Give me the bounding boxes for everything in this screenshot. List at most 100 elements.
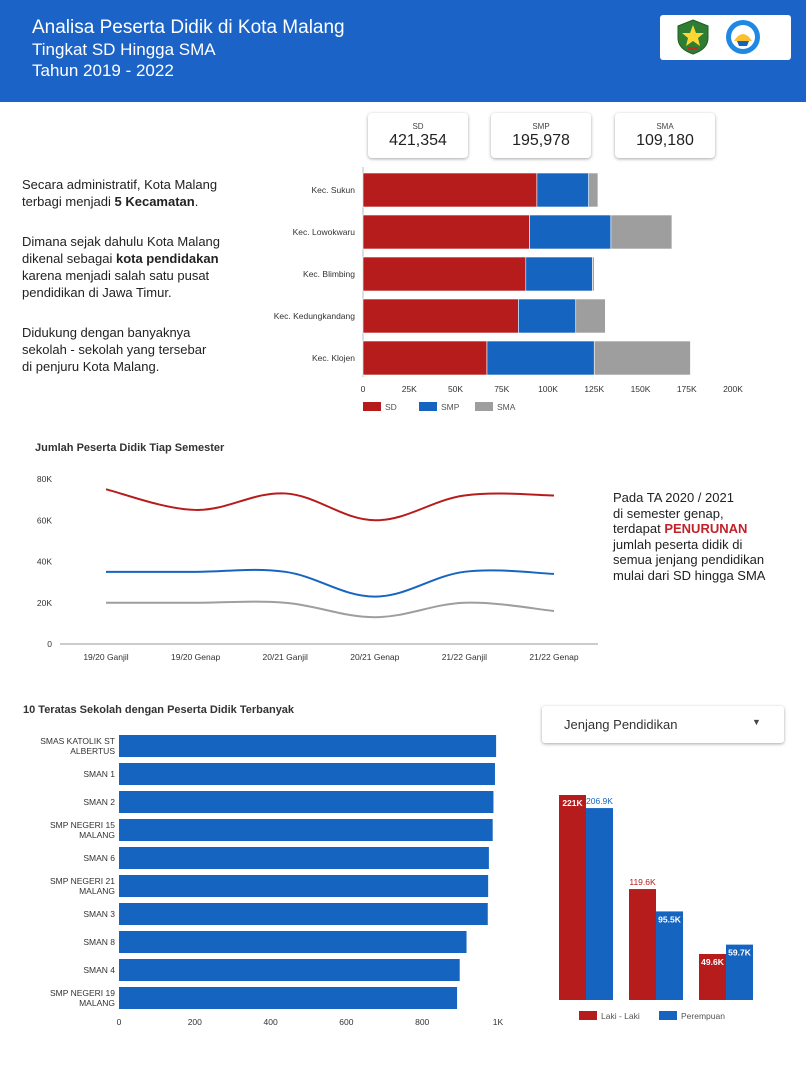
- page-title: Analisa Peserta Didik di Kota Malang: [32, 17, 345, 38]
- x-tick-label: 75K: [494, 384, 509, 394]
- school-bar: [119, 735, 497, 757]
- top-schools-title: 10 Teratas Sekolah dengan Peserta Didik …: [23, 704, 295, 716]
- x-tick-label: 0: [117, 1017, 122, 1027]
- scorecard-sd: SD 421,354: [368, 113, 468, 158]
- bar-value-label: 119.6K: [629, 877, 656, 887]
- x-tick-label: 19/20 Ganjil: [83, 652, 128, 662]
- y-tick-label: 0: [47, 639, 52, 649]
- school-bar: [119, 763, 495, 785]
- legend-swatch: [475, 402, 493, 411]
- chevron-down-icon: ▼: [752, 717, 761, 727]
- bar-segment: [486, 340, 595, 376]
- intro-paragraph-2: Dimana sejak dahulu Kota Malang dikenal …: [22, 234, 221, 300]
- scorecard-value: 109,180: [636, 132, 694, 149]
- y-tick-label: 60K: [37, 515, 52, 525]
- school-bar: [119, 875, 489, 897]
- bar-segment: [525, 256, 593, 292]
- gender-bar: [559, 795, 586, 1000]
- x-tick-label: 50K: [448, 384, 463, 394]
- top-schools-bar-chart: SMAS KATOLIK ST ALBERTUS SMAN 1 SMAN 2 SMP N…: [40, 735, 504, 1027]
- legend-label: Laki - Laki: [601, 1011, 640, 1021]
- semester-line-chart: 0 20K 40K 60K 80K 19/20 Ganjil 19/20 Genap 20/2…: [37, 474, 598, 662]
- gender-bar: [699, 953, 726, 1000]
- school-bar: [119, 931, 467, 953]
- bar-segment: [593, 340, 691, 376]
- x-tick-label: 25K: [402, 384, 417, 394]
- legend-swatch: [419, 402, 437, 411]
- scorecard-label: SMP: [532, 122, 550, 131]
- scorecard-label: SMA: [656, 122, 674, 131]
- category-label: Kec. Lowokwaru: [293, 227, 356, 237]
- bar-value-label: 95.5K: [658, 914, 682, 924]
- scorecard-smp: SMP 195,978: [491, 113, 591, 158]
- x-tick-label: 19/20 Genap: [171, 652, 220, 662]
- school-label: SMAN 3: [83, 909, 115, 919]
- category-label: Kec. Sukun: [312, 185, 356, 195]
- y-tick-label: 40K: [37, 557, 52, 567]
- legend-label: SD: [385, 402, 397, 412]
- bar-segment: [529, 214, 612, 250]
- bar-value-label: 206.9K: [586, 796, 613, 806]
- series-line: [106, 600, 555, 619]
- y-tick-label: 20K: [37, 598, 52, 608]
- jenjang-pendidikan-dropdown[interactable]: Jenjang Pendidikan ▼: [542, 706, 784, 743]
- legend-swatch: [579, 1011, 597, 1020]
- kota-malang-logo-icon: [677, 19, 709, 55]
- series-line: [106, 568, 555, 598]
- x-tick-label: 200K: [723, 384, 743, 394]
- school-label: SMP NEGERI 15 MALANG: [50, 820, 115, 840]
- x-tick-label: 150K: [631, 384, 651, 394]
- x-tick-label: 400: [264, 1017, 278, 1027]
- school-label: SMAN 6: [83, 853, 115, 863]
- category-label: Kec. Blimbing: [303, 269, 355, 279]
- x-tick-label: 20/21 Ganjil: [263, 652, 308, 662]
- page-period: Tahun 2019 - 2022: [32, 61, 174, 80]
- legend-label: SMA: [497, 402, 516, 412]
- legend-label: SMP: [441, 402, 460, 412]
- school-label: SMP NEGERI 19 MALANG: [50, 988, 115, 1008]
- gender-bar: [629, 889, 656, 1000]
- school-bar: [119, 987, 458, 1009]
- school-label: SMAN 2: [83, 797, 115, 807]
- page-subtitle: Tingkat SD Hingga SMA: [32, 40, 216, 59]
- line-chart-title: Jumlah Peserta Didik Tiap Semester: [35, 442, 225, 454]
- bar-segment: [575, 298, 606, 334]
- school-label: SMAN 1: [83, 769, 115, 779]
- bar-segment: [588, 172, 599, 208]
- logo-panel: [660, 15, 791, 60]
- x-tick-label: 1K: [493, 1017, 504, 1027]
- bar-segment: [362, 340, 488, 376]
- decline-note: Pada TA 2020 / 2021 di semester genap, t…: [613, 490, 766, 583]
- bar-segment: [362, 298, 519, 334]
- x-tick-label: 100K: [538, 384, 558, 394]
- x-tick-label: 800: [415, 1017, 429, 1027]
- school-bar: [119, 791, 494, 813]
- gender-bar: [586, 808, 613, 1000]
- bar-segment: [592, 256, 595, 292]
- category-label: Kec. Kedungkandang: [274, 311, 356, 321]
- x-tick-label: 175K: [677, 384, 697, 394]
- school-bar: [119, 903, 488, 925]
- legend-swatch: [363, 402, 381, 411]
- tut-wuri-handayani-logo-icon: [726, 20, 760, 54]
- x-tick-label: 20/21 Genap: [350, 652, 399, 662]
- bar-segment: [536, 172, 589, 208]
- x-tick-label: 200: [188, 1017, 202, 1027]
- school-label: SMAN 8: [83, 937, 115, 947]
- x-tick-label: 21/22 Ganjil: [442, 652, 487, 662]
- bar-segment: [610, 214, 673, 250]
- x-tick-label: 0: [361, 384, 366, 394]
- scorecard-sma: SMA 109,180: [615, 113, 715, 158]
- category-label: Kec. Klojen: [312, 353, 355, 363]
- bar-value-label: 221K: [562, 798, 583, 808]
- y-tick-label: 80K: [37, 474, 52, 484]
- x-tick-label: 21/22 Genap: [529, 652, 578, 662]
- school-bar: [119, 847, 489, 869]
- gender-bar: [656, 911, 683, 1000]
- gender-bar: [726, 944, 753, 1000]
- legend-label: Perempuan: [681, 1011, 725, 1021]
- bar-segment: [362, 172, 538, 208]
- x-tick-label: 125K: [584, 384, 604, 394]
- intro-paragraph-3: Didukung dengan banyaknya sekolah - seko…: [22, 325, 207, 374]
- bar-segment: [518, 298, 577, 334]
